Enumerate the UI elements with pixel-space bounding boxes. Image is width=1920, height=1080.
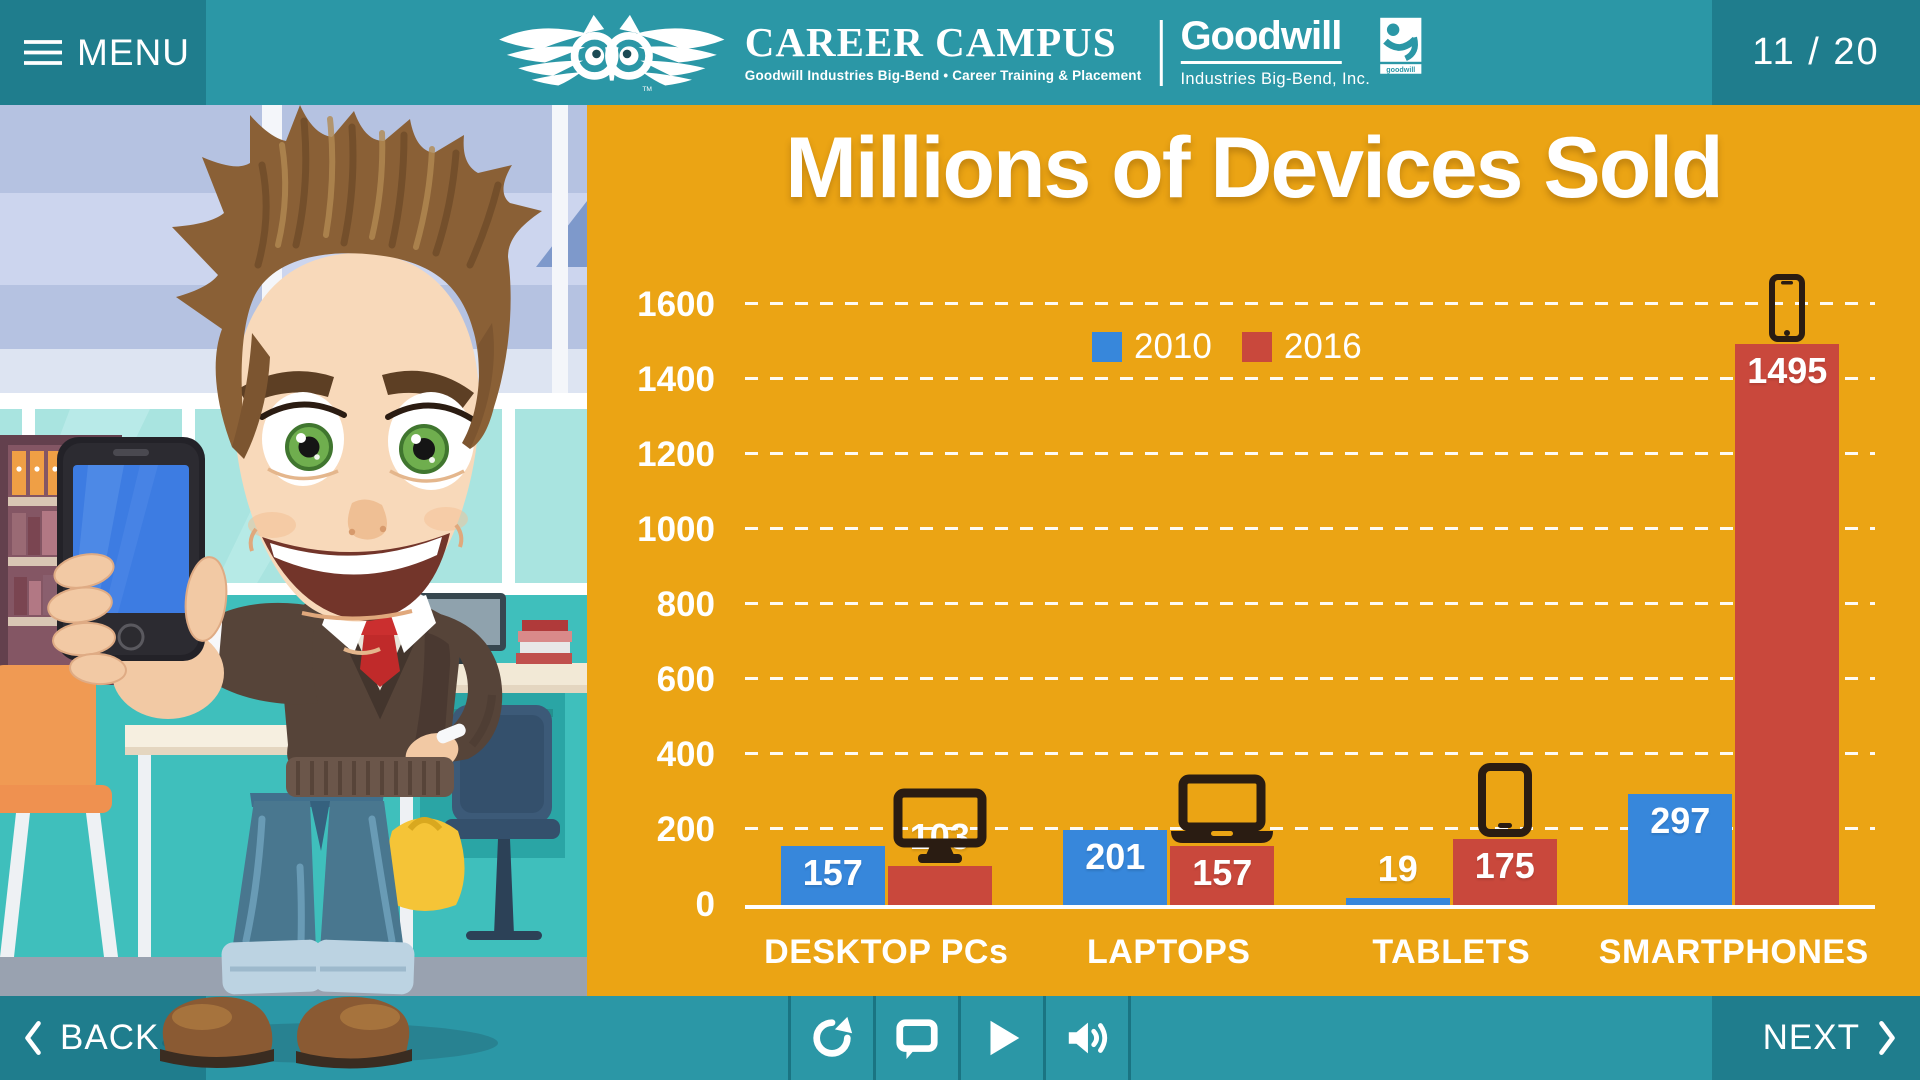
y-tick-label: 200 xyxy=(656,810,715,849)
chevron-right-icon xyxy=(1876,1019,1898,1057)
play-icon xyxy=(979,1015,1025,1061)
owl-logo-icon: TM xyxy=(497,11,727,95)
bar-value-label: 1495 xyxy=(1747,350,1828,392)
captions-button[interactable] xyxy=(876,996,958,1080)
legend-swatch xyxy=(1092,332,1122,362)
y-tick-label: 1200 xyxy=(637,435,715,474)
y-tick-label: 1600 xyxy=(637,285,715,324)
goodwill-logo: Goodwill Industries Big-Bend, Inc. goodw… xyxy=(1180,16,1423,89)
bottom-bar: BACK NEXT xyxy=(0,996,1920,1080)
smartphone-icon xyxy=(1769,274,1806,343)
bar-value-label: 297 xyxy=(1650,799,1711,841)
office-background xyxy=(0,105,587,996)
plot-area: 0 200 400 600 800 1000 1200 1400 1600 157 103 DESKT… xyxy=(637,274,1875,971)
goodwill-name: Goodwill xyxy=(1180,16,1342,64)
svg-text:goodwill: goodwill xyxy=(1387,66,1416,74)
back-label: BACK xyxy=(60,1018,160,1057)
gridline-1600 xyxy=(745,302,1875,305)
menu-button[interactable]: MENU xyxy=(0,0,206,105)
goodwill-smiling-g-icon: goodwill xyxy=(1379,16,1423,76)
replay-button[interactable] xyxy=(791,996,873,1080)
next-label: NEXT xyxy=(1762,1018,1860,1057)
y-tick-label: 600 xyxy=(656,660,715,699)
volume-icon xyxy=(1064,1015,1110,1061)
bar-2016-desktop-pcs xyxy=(887,866,992,905)
legend-label: 2010 xyxy=(1134,327,1212,366)
logo-divider xyxy=(1159,19,1163,86)
bar-2010-laptops xyxy=(1063,829,1168,905)
bar-value-label: 157 xyxy=(1192,852,1253,894)
top-bar: MENU xyxy=(0,0,1920,105)
trademark-text: TM xyxy=(642,86,652,93)
legend-label: 2016 xyxy=(1283,327,1362,366)
legend-item-2010: 2010 xyxy=(1092,327,1212,367)
goodwill-subtitle: Industries Big-Bend, Inc. xyxy=(1180,70,1371,88)
tablet-icon xyxy=(1477,763,1532,838)
laptop-icon xyxy=(1169,774,1275,844)
bar-2016-laptops xyxy=(1170,846,1275,905)
volume-button[interactable] xyxy=(1046,996,1128,1080)
legend-swatch xyxy=(1241,332,1272,362)
bar-2010-tablets xyxy=(1345,897,1450,905)
speech-bubble-icon xyxy=(894,1015,940,1061)
category-label: LAPTOPS xyxy=(1087,933,1251,971)
replay-icon xyxy=(809,1015,855,1061)
media-controls xyxy=(788,996,1131,1080)
logo-cluster: TM CAREER CAMPUS Goodwill Industries Big… xyxy=(497,0,1423,105)
page-counter: 11 / 20 xyxy=(1712,0,1920,105)
y-tick-label: 800 xyxy=(656,585,715,624)
play-button[interactable] xyxy=(961,996,1043,1080)
gridline-400 xyxy=(745,752,1875,755)
bar-value-label: 175 xyxy=(1474,845,1535,887)
menu-label: MENU xyxy=(77,31,190,73)
gridline-0 xyxy=(745,905,1875,909)
career-campus-subtitle: Goodwill Industries Big-Bend • Career Tr… xyxy=(744,68,1142,83)
career-campus-title: CAREER CAMPUS xyxy=(744,19,1117,65)
chart-panel: Millions of Devices Sold 2010 2016 0 200 40… xyxy=(587,105,1920,996)
bar-value-label: 19 xyxy=(1377,847,1418,889)
bar-2010-smartphones xyxy=(1628,793,1733,905)
gridline-1000 xyxy=(745,527,1875,530)
next-button[interactable]: NEXT xyxy=(1712,996,1920,1080)
gridline-800 xyxy=(745,602,1875,605)
chart-title: Millions of Devices Sold xyxy=(785,120,1723,216)
smartphone-graphic xyxy=(47,437,228,719)
bar-2016-tablets xyxy=(1452,839,1557,905)
category-label: SMARTPHONES xyxy=(1598,933,1869,971)
bar-2010-desktop-pcs xyxy=(780,846,885,905)
bar-value-label: 157 xyxy=(802,852,863,894)
hamburger-icon xyxy=(24,39,62,66)
chart-legend: 2010 2016 xyxy=(1092,327,1362,367)
gridline-600 xyxy=(745,677,1875,680)
gridline-1200 xyxy=(745,452,1875,455)
bar-value-label: 201 xyxy=(1085,835,1146,877)
y-tick-label: 1400 xyxy=(637,360,715,399)
y-tick-label: 1000 xyxy=(637,510,715,549)
category-label: DESKTOP PCs xyxy=(764,933,1009,971)
y-tick-label: 0 xyxy=(695,885,715,924)
category-label: TABLETS xyxy=(1372,933,1531,971)
career-campus-logo: CAREER CAMPUS Goodwill Industries Big-Be… xyxy=(744,19,1142,84)
bar-2016-smartphones xyxy=(1735,344,1840,905)
scene-illustration xyxy=(0,105,587,1069)
gridline-200 xyxy=(745,827,1875,830)
back-button[interactable]: BACK xyxy=(0,996,206,1080)
y-tick-label: 400 xyxy=(656,735,715,774)
cartoon-character xyxy=(47,105,542,1069)
desktop-icon xyxy=(893,788,987,864)
gridline-1400 xyxy=(745,377,1875,380)
legend-item-2016: 2016 xyxy=(1241,327,1362,367)
chevron-left-icon xyxy=(22,1019,44,1057)
